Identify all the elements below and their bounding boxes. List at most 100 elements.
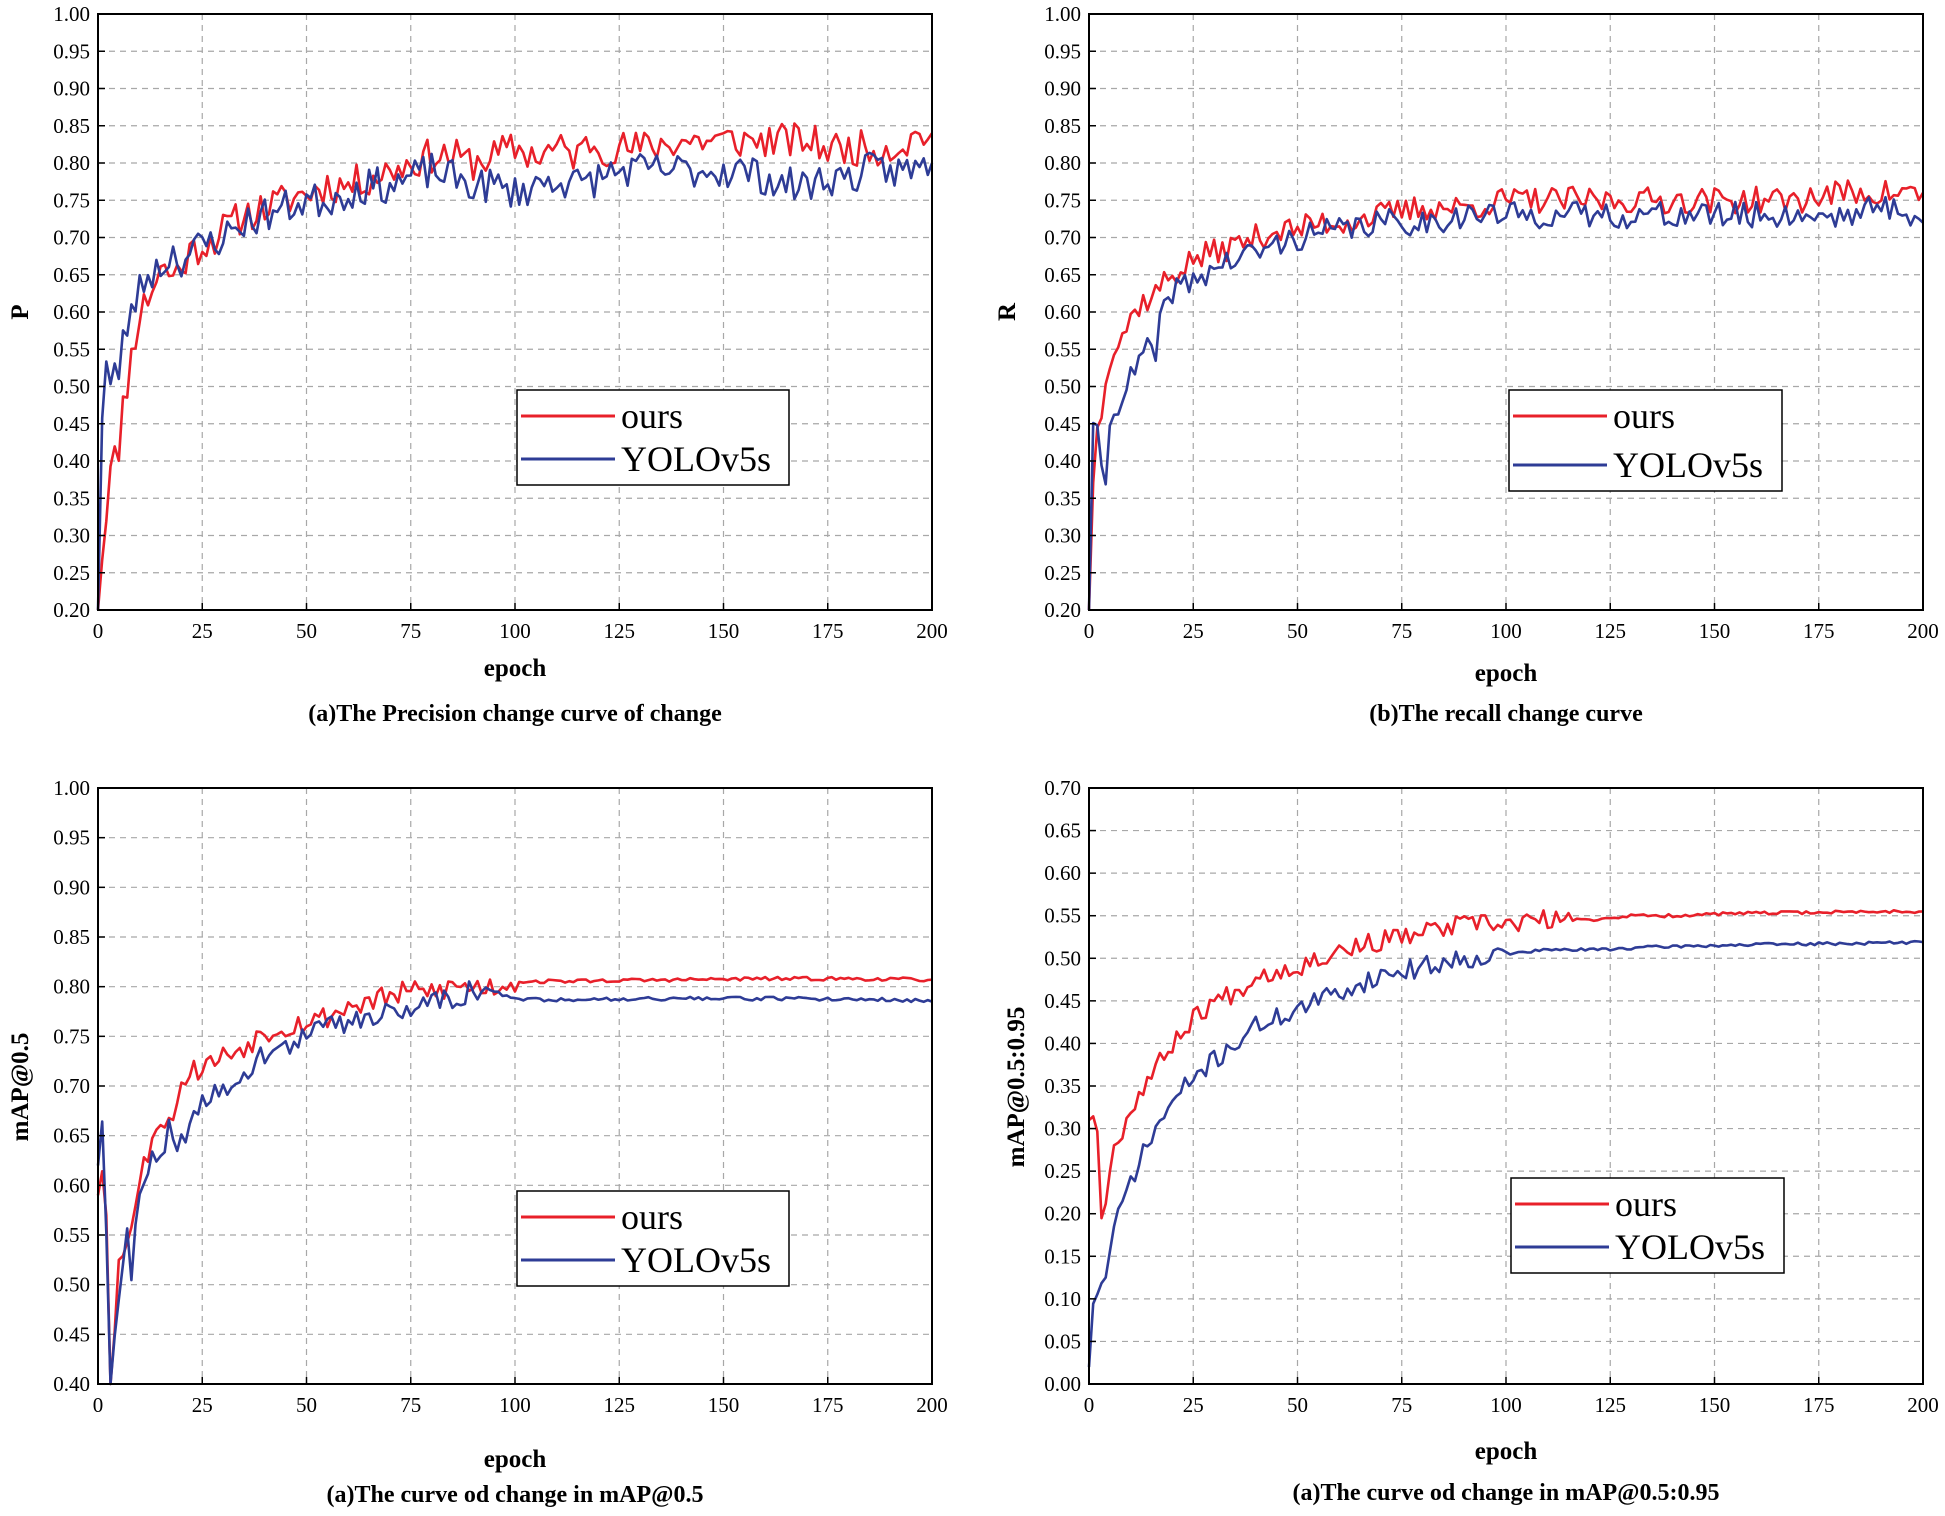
y-tick-label: 0.20 [53, 598, 90, 622]
series-line-yolov5s [1087, 939, 1924, 1368]
y-tick-label: 1.00 [1044, 2, 1081, 26]
chart-panel-2: 0.20 0.25 0.30 0.35 0.40 0.45 0.50 0.55 0.60 0.65… [994, 2, 1939, 727]
y-tick-label: 0.70 [53, 226, 90, 250]
chart-caption: (a)The curve od change in mAP@0.5 [327, 1482, 704, 1508]
chart-caption: (b)The recall change curve [1369, 701, 1643, 727]
y-tick-label: 0.40 [1044, 1031, 1081, 1055]
y-tick-label: 0.60 [53, 1173, 90, 1197]
legend-label-yolov5s: YOLOv5s [1613, 445, 1763, 485]
y-tick-label: 0.75 [1044, 188, 1081, 212]
chart-caption: (a)The curve od change in mAP@0.5:0.95 [1293, 1480, 1720, 1506]
x-tick-label: 25 [1183, 1393, 1204, 1417]
y-tick-label: 0.30 [53, 524, 90, 548]
x-tick-label: 125 [604, 1393, 636, 1417]
y-tick-label: 0.95 [1044, 39, 1081, 63]
y-tick-label: 0.70 [1044, 776, 1081, 800]
x-tick-label: 100 [499, 619, 531, 643]
y-tick-label: 0.05 [1044, 1329, 1081, 1353]
y-tick-label: 0.65 [1044, 819, 1081, 843]
x-tick-label: 25 [192, 619, 213, 643]
legend-label-ours: ours [1613, 396, 1675, 436]
y-tick-label: 0.65 [1044, 263, 1081, 287]
y-tick-label: 0.65 [53, 263, 90, 287]
x-tick-label: 0 [93, 619, 104, 643]
legend-label-ours: ours [621, 396, 683, 436]
x-axis-label: epoch [1475, 660, 1538, 687]
y-tick-label: 0.40 [1044, 449, 1081, 473]
y-tick-label: 0.25 [1044, 561, 1081, 585]
x-tick-label: 150 [1699, 1393, 1731, 1417]
series-line-ours [96, 122, 934, 611]
y-axis-label: R [994, 302, 1021, 321]
x-tick-label: 50 [1287, 619, 1308, 643]
x-tick-label: 75 [1391, 1393, 1412, 1417]
legend-label-yolov5s: YOLOv5s [1615, 1227, 1765, 1267]
legend-label-ours: ours [1615, 1184, 1677, 1224]
y-tick-label: 0.45 [53, 412, 90, 436]
y-tick-label: 0.70 [1044, 226, 1081, 250]
x-tick-label: 125 [604, 619, 636, 643]
y-tick-label: 0.45 [1044, 412, 1081, 436]
y-tick-label: 0.80 [53, 975, 90, 999]
y-tick-label: 0.55 [53, 337, 90, 361]
y-axis-label: mAP@0.5 [7, 1033, 34, 1142]
y-tick-label: 0.80 [1044, 151, 1081, 175]
y-tick-label: 0.25 [1044, 1159, 1081, 1183]
chart-panel-1: 0.20 0.25 0.30 0.35 0.40 0.45 0.50 0.55 0.60 0.65… [7, 2, 948, 727]
x-tick-label: 75 [1391, 619, 1412, 643]
series-line-ours [1088, 909, 1924, 1220]
x-tick-label: 125 [1595, 619, 1627, 643]
y-tick-label: 0.55 [1044, 904, 1081, 928]
y-tick-label: 0.50 [1044, 375, 1081, 399]
legend-box [1508, 389, 1783, 492]
x-tick-label: 175 [1803, 619, 1835, 643]
y-tick-label: 0.45 [1044, 989, 1081, 1013]
y-tick-label: 0.60 [1044, 300, 1081, 324]
y-tick-label: 0.55 [1044, 337, 1081, 361]
x-tick-label: 50 [296, 619, 317, 643]
y-tick-label: 0.95 [53, 39, 90, 63]
y-tick-label: 0.85 [53, 925, 90, 949]
y-tick-label: 0.85 [53, 114, 90, 138]
y-axis-label: P [7, 304, 34, 319]
y-tick-label: 0.35 [53, 486, 90, 510]
y-tick-label: 0.20 [1044, 598, 1081, 622]
legend: ours YOLOv5s [1508, 389, 1783, 492]
legend-box [1510, 1177, 1785, 1274]
series-line-yolov5s [1087, 195, 1924, 611]
x-tick-label: 175 [1803, 1393, 1835, 1417]
y-tick-label: 0.40 [53, 1372, 90, 1396]
series-line-yolov5s [96, 151, 934, 611]
y-tick-label: 0.90 [1044, 77, 1081, 101]
y-tick-label: 0.45 [53, 1322, 90, 1346]
x-axis-label: epoch [484, 655, 547, 682]
legend-label-yolov5s: YOLOv5s [621, 439, 771, 479]
x-tick-label: 75 [400, 1393, 421, 1417]
x-tick-label: 200 [1907, 619, 1939, 643]
y-tick-label: 1.00 [53, 2, 90, 26]
x-tick-label: 200 [916, 619, 948, 643]
x-axis-label: epoch [1475, 1438, 1538, 1465]
x-tick-label: 0 [1084, 1393, 1095, 1417]
y-tick-label: 0.10 [1044, 1287, 1081, 1311]
legend-box [516, 389, 790, 486]
series-line-yolov5s [96, 980, 933, 1386]
x-tick-label: 125 [1595, 1393, 1627, 1417]
y-tick-label: 0.00 [1044, 1372, 1081, 1396]
chart-panel-3: 0.40 0.45 0.50 0.55 0.60 0.65 0.70 0.75 0.80 0.85… [7, 776, 948, 1508]
chart-panel-4: 0.00 0.05 0.10 0.15 0.20 0.25 0.30 0.35 0.40 0.45… [1003, 776, 1939, 1506]
y-tick-label: 0.50 [53, 1273, 90, 1297]
legend-label-yolov5s: YOLOv5s [621, 1240, 771, 1280]
x-tick-label: 0 [93, 1393, 104, 1417]
legend-label-ours: ours [621, 1197, 683, 1237]
x-tick-label: 150 [1699, 619, 1731, 643]
y-tick-label: 0.60 [53, 300, 90, 324]
x-tick-label: 100 [1490, 1393, 1522, 1417]
y-axis-label: mAP@0.5:0.95 [1003, 1007, 1030, 1168]
y-tick-label: 1.00 [53, 776, 90, 800]
y-tick-label: 0.75 [53, 1024, 90, 1048]
y-tick-label: 0.50 [53, 375, 90, 399]
